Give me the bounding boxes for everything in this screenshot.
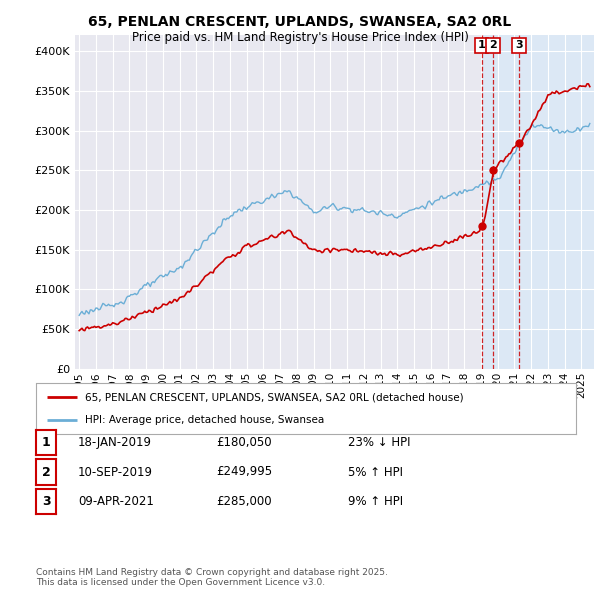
Text: 2: 2 [489,40,497,50]
Text: 1: 1 [42,436,50,449]
Text: 9% ↑ HPI: 9% ↑ HPI [348,495,403,508]
Text: 23% ↓ HPI: 23% ↓ HPI [348,436,410,449]
Text: 65, PENLAN CRESCENT, UPLANDS, SWANSEA, SA2 0RL (detached house): 65, PENLAN CRESCENT, UPLANDS, SWANSEA, S… [85,392,463,402]
Text: £285,000: £285,000 [216,495,272,508]
Text: 3: 3 [42,495,50,508]
Text: 2: 2 [42,466,50,478]
Text: 5% ↑ HPI: 5% ↑ HPI [348,466,403,478]
Text: 3: 3 [515,40,523,50]
Text: HPI: Average price, detached house, Swansea: HPI: Average price, detached house, Swan… [85,415,324,425]
Text: 65, PENLAN CRESCENT, UPLANDS, SWANSEA, SA2 0RL: 65, PENLAN CRESCENT, UPLANDS, SWANSEA, S… [88,15,512,29]
Text: 1: 1 [478,40,485,50]
Bar [482,35,600,369]
Text: 10-SEP-2019: 10-SEP-2019 [78,466,153,478]
Text: 09-APR-2021: 09-APR-2021 [78,495,154,508]
Text: Price paid vs. HM Land Registry's House Price Index (HPI): Price paid vs. HM Land Registry's House … [131,31,469,44]
Text: 18-JAN-2019: 18-JAN-2019 [78,436,152,449]
Text: £249,995: £249,995 [216,466,272,478]
Text: £180,050: £180,050 [216,436,272,449]
Text: Contains HM Land Registry data © Crown copyright and database right 2025.
This d: Contains HM Land Registry data © Crown c… [36,568,388,587]
